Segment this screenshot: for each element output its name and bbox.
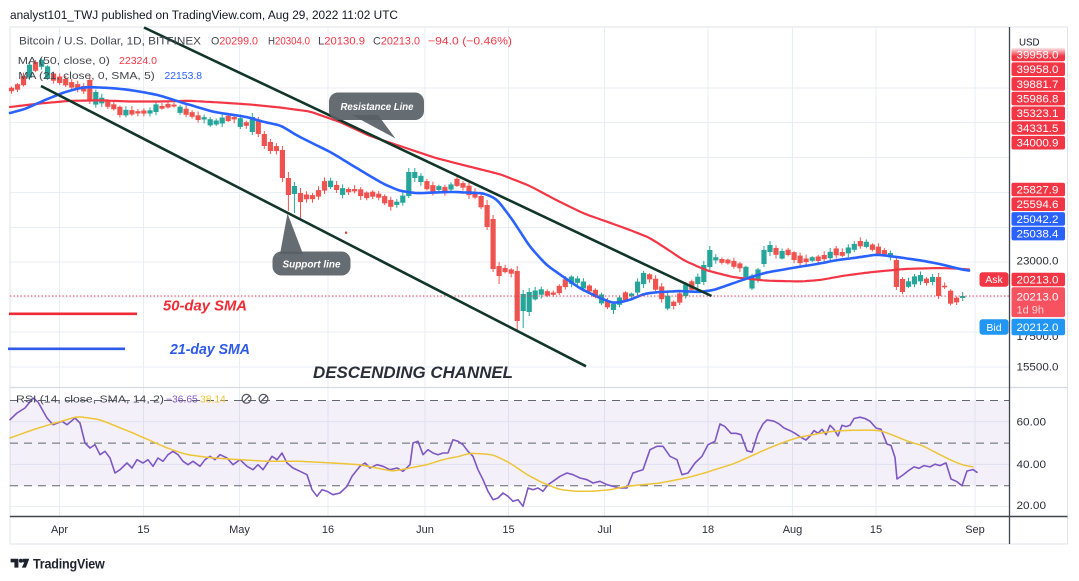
svg-text:20.00: 20.00 [1017, 500, 1047, 512]
svg-text:Aug: Aug [783, 524, 803, 536]
svg-text:−94.0 (−0.46%): −94.0 (−0.46%) [428, 35, 512, 47]
svg-text:Support line: Support line [283, 259, 341, 271]
svg-text:21-day SMA: 21-day SMA [169, 342, 250, 358]
svg-text:25038.4: 25038.4 [1017, 229, 1059, 241]
svg-text:DESCENDING CHANNEL: DESCENDING CHANNEL [313, 363, 513, 382]
svg-text:25042.2: 25042.2 [1017, 214, 1059, 226]
svg-text:18: 18 [702, 524, 714, 536]
svg-text:Ask: Ask [985, 274, 1003, 286]
svg-text:RSI (14, close, SMA, 14, 2): RSI (14, close, SMA, 14, 2) [16, 394, 164, 405]
svg-text:34000.9: 34000.9 [1017, 138, 1059, 150]
svg-text:Jun: Jun [416, 524, 434, 536]
svg-text:1d 9h: 1d 9h [1017, 305, 1045, 317]
svg-text:35323.1: 35323.1 [1017, 108, 1059, 120]
svg-text:15: 15 [502, 524, 514, 536]
svg-text:15: 15 [137, 524, 149, 536]
svg-text:Jul: Jul [597, 524, 611, 536]
svg-text:O20299.0: O20299.0 [211, 35, 258, 47]
svg-text:H20304.0: H20304.0 [268, 35, 310, 47]
svg-text:Apr: Apr [51, 524, 68, 536]
svg-text:−36.65: −36.65 [166, 394, 198, 405]
svg-text:Bid: Bid [986, 322, 1001, 334]
svg-text:25594.6: 25594.6 [1017, 199, 1059, 211]
svg-text:35986.8: 35986.8 [1017, 94, 1059, 106]
svg-text:16: 16 [322, 524, 334, 536]
svg-text:MA (21, close, 0, SMA, 5): MA (21, close, 0, SMA, 5) [18, 71, 155, 82]
svg-text:38.14: 38.14 [200, 394, 226, 405]
svg-text:20213.0: 20213.0 [1017, 291, 1059, 303]
svg-text:Sep: Sep [965, 524, 985, 536]
svg-text:22153.8: 22153.8 [165, 71, 203, 82]
svg-text:MA (50, close, 0): MA (50, close, 0) [18, 56, 110, 67]
svg-text:USD: USD [1019, 36, 1040, 48]
svg-text:23000.0: 23000.0 [1017, 255, 1059, 267]
svg-text:Resistance Line: Resistance Line [341, 101, 414, 113]
svg-text:25827.9: 25827.9 [1017, 184, 1059, 196]
svg-text:20212.0: 20212.0 [1017, 322, 1059, 334]
svg-text:34331.5: 34331.5 [1017, 123, 1059, 135]
svg-text:C20213.0: C20213.0 [373, 35, 420, 47]
svg-text:analyst101_TWJ published on Tr: analyst101_TWJ published on TradingView.… [10, 8, 398, 22]
svg-text:50-day SMA: 50-day SMA [163, 299, 247, 315]
svg-text:Bitcoin / U.S. Dollar, 1D, BIT: Bitcoin / U.S. Dollar, 1D, BITFINEX [19, 35, 202, 47]
svg-text:40.00: 40.00 [1017, 459, 1047, 471]
svg-text:May: May [229, 524, 250, 536]
svg-text:60.00: 60.00 [1017, 417, 1047, 429]
svg-text:15: 15 [870, 524, 882, 536]
svg-text:39881.7: 39881.7 [1017, 79, 1059, 91]
svg-text:22324.0: 22324.0 [119, 56, 157, 67]
svg-text:15500.0: 15500.0 [1017, 361, 1059, 373]
svg-text:39958.0: 39958.0 [1017, 64, 1059, 76]
svg-text:20213.0: 20213.0 [1017, 274, 1059, 286]
svg-text:L20130.9: L20130.9 [318, 35, 365, 47]
svg-text:TradingView: TradingView [33, 557, 105, 572]
